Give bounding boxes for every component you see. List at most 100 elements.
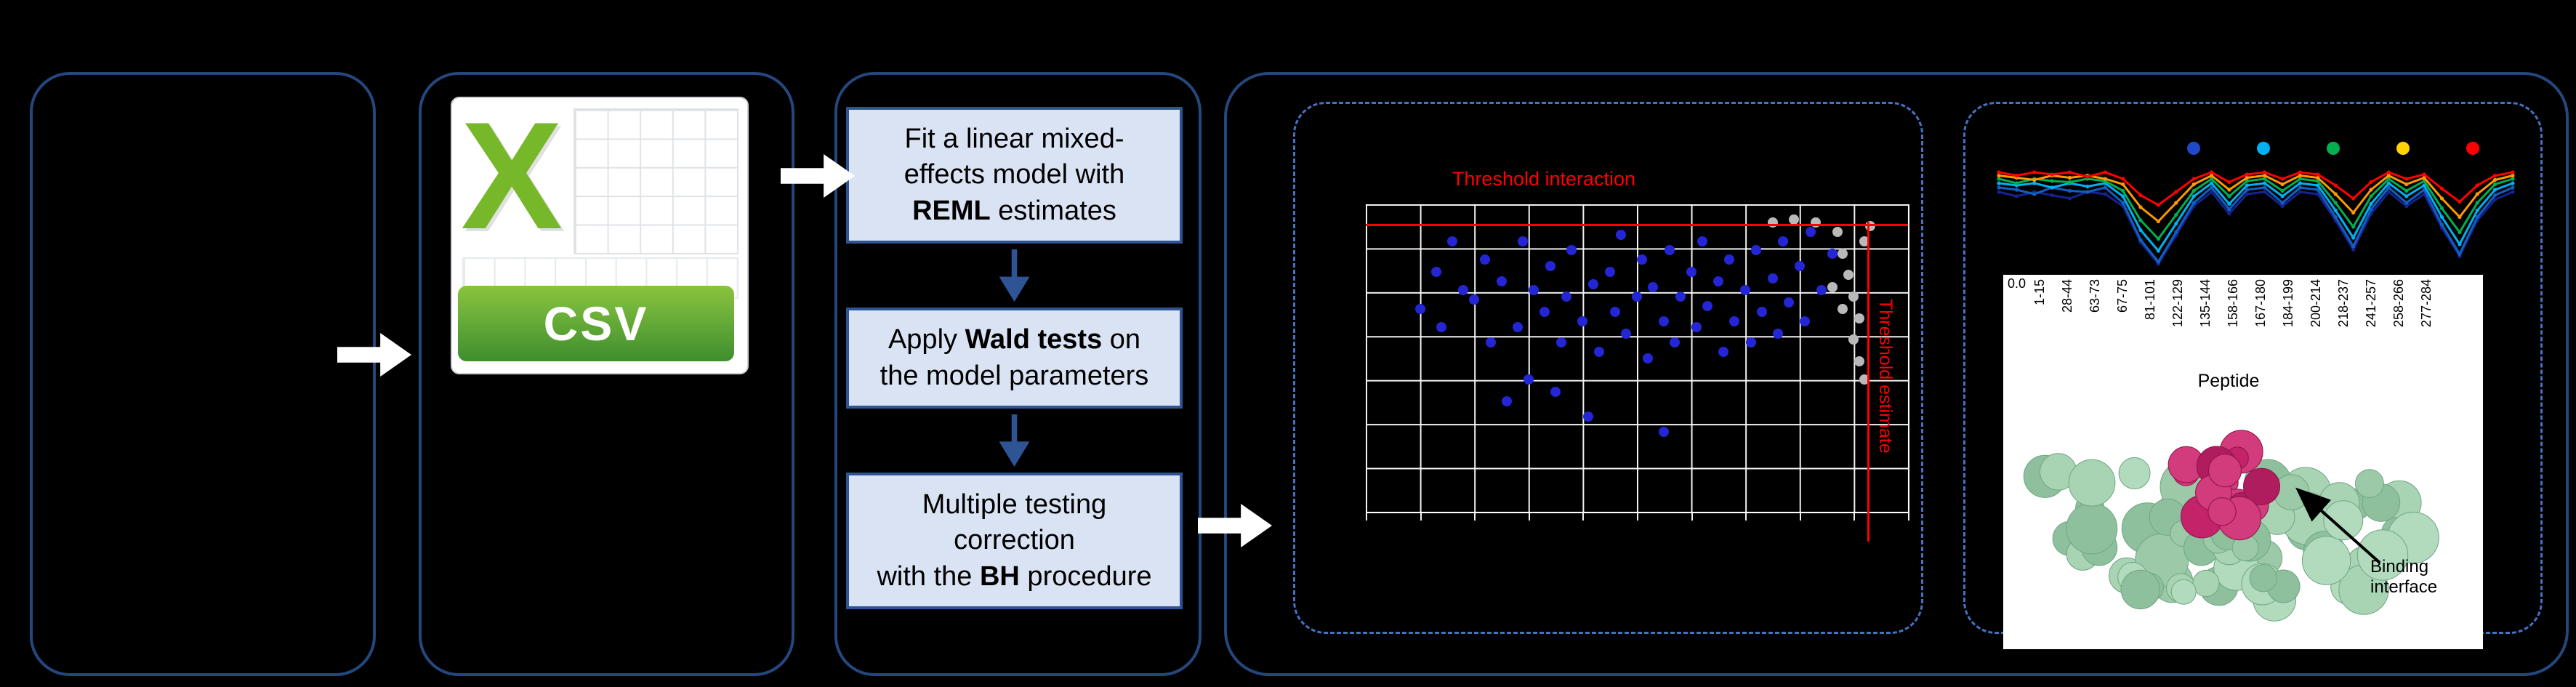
uptake-point <box>2227 212 2231 216</box>
uptake-point <box>2191 177 2196 181</box>
protein-structure-image <box>2023 430 2439 622</box>
uptake-point <box>2138 228 2143 233</box>
uptake-point <box>2156 203 2160 207</box>
uptake-point <box>2032 170 2037 174</box>
scatter-point <box>1712 276 1723 286</box>
scatter-point <box>1696 236 1707 246</box>
peptide-tick-label: 135-144 <box>2198 279 2213 328</box>
peptide-tick-label: 63-73 <box>2088 279 2102 313</box>
threshold-vline <box>1867 222 1870 542</box>
uptake-point <box>2439 186 2444 191</box>
uptake-point <box>2333 192 2338 196</box>
scatter-point <box>1756 307 1767 318</box>
uptake-point <box>2138 218 2143 222</box>
uptake-point <box>2227 180 2231 185</box>
uptake-point <box>2422 175 2426 180</box>
scatter-point <box>1859 374 1870 385</box>
threshold-plot-panel: Threshold interaction Threshold estimate <box>1293 102 1923 634</box>
scatter-point <box>1859 236 1870 246</box>
uptake-point <box>2032 192 2037 196</box>
uptake-point <box>2174 221 2178 226</box>
uptake-point <box>2475 183 2479 188</box>
uptake-point <box>2227 194 2231 198</box>
uptake-point <box>2174 230 2178 235</box>
peptide-tick-label: 200-214 <box>2309 279 2323 328</box>
peptide-tick-label: 167-180 <box>2253 279 2268 328</box>
uptake-point <box>1997 185 2001 190</box>
uptake-point <box>2121 177 2125 181</box>
uptake-point <box>2156 260 2160 264</box>
uptake-point <box>2245 172 2249 177</box>
csv-panel: X CSV <box>419 72 794 676</box>
scatter-point <box>1512 322 1523 333</box>
uptake-point <box>2493 193 2497 198</box>
scatter-point <box>1518 236 1529 246</box>
peptide-axis-title: Peptide <box>2197 371 2260 391</box>
scatter-point <box>1566 245 1577 256</box>
uptake-point <box>2493 173 2497 178</box>
scatter-point <box>1561 291 1572 302</box>
scatter-point <box>1838 303 1848 314</box>
step-text-line: Apply Wald tests on <box>887 324 1141 355</box>
uptake-point <box>2458 230 2462 235</box>
scatter-point <box>1686 267 1696 278</box>
scatter-point <box>1670 337 1681 348</box>
csv-sheet: X CSV <box>451 90 749 374</box>
uptake-point <box>2386 190 2391 194</box>
uptake-point <box>2280 188 2285 193</box>
step-text-line: Fit a linear mixed- <box>904 124 1124 154</box>
uptake-point <box>2050 179 2054 183</box>
uptake-point <box>2458 242 2462 246</box>
uptake-point <box>2439 206 2444 211</box>
csv-label: CSV <box>543 297 649 350</box>
x-axis-tick <box>1853 513 1856 521</box>
uptake-line-s4 <box>1998 177 2513 241</box>
uptake-point <box>2210 181 2214 185</box>
x-axis-tick <box>1637 513 1638 521</box>
uptake-point <box>2458 199 2462 204</box>
protein-surface-blob <box>2192 569 2220 597</box>
scatter-point <box>1642 353 1653 363</box>
scatter-point <box>1800 316 1811 326</box>
uptake-point <box>2210 170 2214 174</box>
scatter-point <box>1816 285 1827 296</box>
binding-annotation-line1: Binding <box>2370 557 2429 576</box>
uptake-point <box>2067 170 2072 174</box>
uptake-point <box>2191 188 2196 193</box>
x-axis-tick <box>1420 513 1422 521</box>
scatter-point <box>1827 282 1838 293</box>
scatter-point <box>1501 395 1512 406</box>
uptake-point <box>2067 196 2072 201</box>
uptake-point <box>2404 194 2409 198</box>
threshold-interaction-label: Threshold interaction <box>1452 168 1636 190</box>
uptake-point <box>2475 201 2479 205</box>
uptake-point <box>2050 185 2054 190</box>
uptake-point <box>2174 201 2178 205</box>
scatter-point <box>1632 291 1642 302</box>
uptake-point <box>2121 188 2125 193</box>
uptake-point <box>2386 185 2391 190</box>
peptide-tick-label: 241-257 <box>2364 279 2378 328</box>
down-arrow-icon <box>999 249 1030 302</box>
uptake-point <box>2351 225 2356 229</box>
protein-surface-blob <box>2243 467 2280 505</box>
uptake-point <box>2280 177 2285 181</box>
uptake-point <box>2493 188 2497 192</box>
step-text-line: with the BH procedure <box>877 561 1152 592</box>
scatter-point <box>1853 313 1864 324</box>
uptake-point <box>2369 201 2373 206</box>
threshold-estimate-label: Threshold estimate <box>1875 299 1896 454</box>
peptide-tick-label: 81-101 <box>2143 279 2157 321</box>
uptake-point <box>2210 173 2214 178</box>
y-axis-tick-label: 0.0 <box>2008 276 2026 291</box>
uptake-point <box>2404 204 2409 209</box>
scatter-point <box>1702 300 1712 311</box>
scatter-point <box>1729 316 1740 326</box>
uptake-point <box>2333 208 2338 213</box>
peptide-tick-label: 158-166 <box>2226 279 2240 328</box>
uptake-point <box>2298 190 2302 194</box>
scatter-point <box>1485 337 1496 348</box>
uptake-point <box>2298 177 2302 181</box>
uptake-point <box>2351 196 2356 201</box>
